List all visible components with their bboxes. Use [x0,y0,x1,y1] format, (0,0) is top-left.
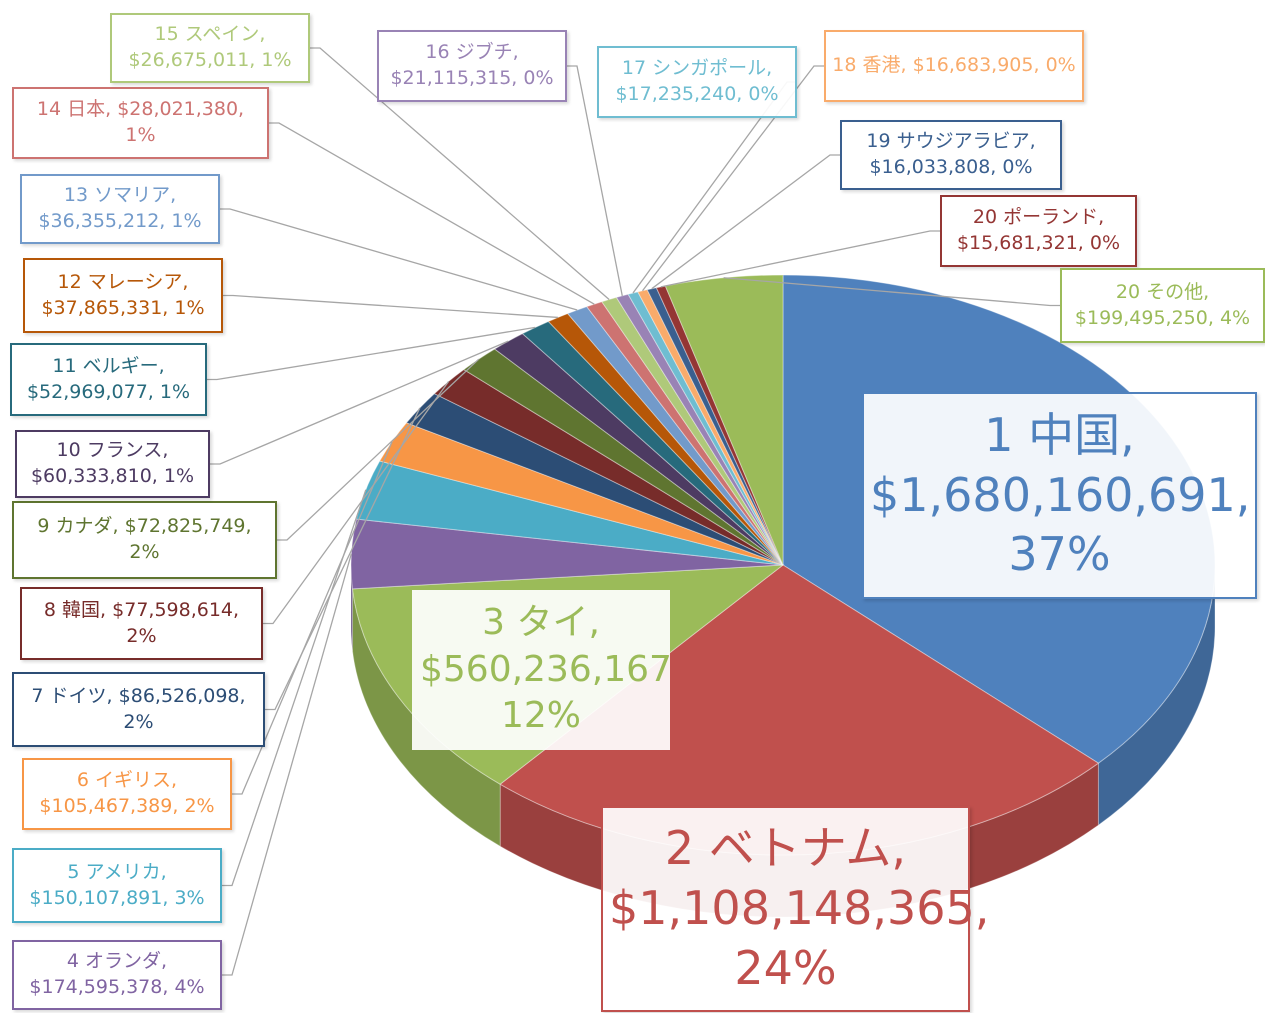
data-label: 8 韓国, $77,598,614, 2% [20,587,263,660]
categories: 12 マレーシア, [58,271,189,293]
value-labels: $72,825,749, [125,515,252,537]
data-label: 11 ベルギー, $52,969,077, 1% [10,343,207,416]
categories: 6 イギリス, [77,769,177,791]
value-labels: $36,355,212, [38,210,165,232]
categories: 14 日本, [37,98,111,120]
categories: 9 カナダ, [37,515,118,537]
percent-labels: 2% [126,625,156,647]
percent-labels: 1% [171,210,201,232]
categories: 18 香港, [832,54,906,76]
data-label: 7 ドイツ, $86,526,098, 2% [12,672,265,747]
data-label: 6 イギリス, $105,467,389, 2% [22,758,232,830]
value-labels: $15,681,321, [957,232,1084,254]
value-labels: $150,107,891, [29,887,168,909]
percent-labels: 4% [1220,307,1250,329]
value-labels: $560,236,167 [420,649,672,690]
data-label: 20 ポーランド, $15,681,321, 0% [940,195,1137,267]
categories: 4 オランダ, [67,950,167,972]
value-labels: $28,021,380, [117,98,244,120]
categories: 10 フランス, [57,439,169,461]
value-labels: $16,683,905, [913,54,1040,76]
percent-labels: 2% [123,711,153,733]
percent-labels: 2% [184,795,214,817]
page: (() => { const data = JSON.parse(documen… [0,0,1265,1013]
value-labels: $37,865,331, [41,297,168,319]
value-labels: $1,680,160,691, [870,468,1250,522]
data-label: 17 シンガポール, $17,235,240, 0% [597,46,797,118]
percent-labels: 0% [523,67,553,89]
percent-labels: 0% [1046,54,1076,76]
value-labels: $86,526,098, [119,685,246,707]
value-labels: $60,333,810, [31,465,158,487]
data-label: 10 フランス, $60,333,810, 1% [15,430,210,498]
value-labels: $26,675,011, [128,49,255,71]
value-labels: $16,033,808, [869,156,996,178]
value-labels: $52,969,077, [27,381,154,403]
value-labels: $21,115,315, [390,67,517,89]
categories: 19 サウジアラビア, [866,130,1035,152]
data-label: 1 中国, $1,680,160,691, 37% [862,392,1257,599]
leader-line [269,123,594,304]
data-label: 9 カナダ, $72,825,749, 2% [12,501,277,579]
categories: 20 その他, [1116,281,1209,303]
percent-labels: 0% [1002,156,1032,178]
categories: 5 アメリカ, [67,861,166,883]
data-label: 2 ベトナム, $1,108,148,365, 24% [601,806,970,1012]
leader-line [223,296,558,318]
percent-labels: 2% [129,541,159,563]
data-label: 3 タイ, $560,236,167 12% [412,590,670,750]
percent-labels: 4% [174,976,204,998]
value-labels: $77,598,614, [112,599,239,621]
data-label: 12 マレーシア, $37,865,331, 1% [23,258,223,333]
categories: 8 韓国, [44,599,106,621]
value-labels: $1,108,148,365, [609,881,989,935]
percent-labels: 1% [174,297,204,319]
percent-labels: 1% [261,49,291,71]
categories: 20 ポーランド, [973,206,1104,228]
percent-labels: 1% [160,381,190,403]
leader-line [220,209,577,310]
data-label: 18 香港, $16,683,905, 0% [824,30,1084,102]
categories: 13 ソマリア, [64,184,176,206]
percent-labels: 1% [164,465,194,487]
value-labels: $199,495,250, [1075,307,1214,329]
categories: 1 中国, [984,408,1135,462]
categories: 7 ドイツ, [31,685,112,707]
data-label: 19 サウジアラビア, $16,033,808, 0% [840,120,1062,190]
percent-labels: 37% [1008,527,1110,581]
categories: 11 ベルギー, [52,355,164,377]
percent-labels: 3% [174,887,204,909]
value-labels: $17,235,240, [615,83,742,105]
data-label: 20 その他, $199,495,250, 4% [1060,268,1265,343]
data-label: 15 スペイン, $26,675,011, 1% [110,13,310,83]
categories: 3 タイ, [482,602,600,643]
categories: 15 スペイン, [155,23,266,45]
percent-labels: 0% [1090,232,1120,254]
categories: 16 ジブチ, [425,41,518,63]
percent-labels: 12% [501,695,581,736]
data-label: 14 日本, $28,021,380, 1% [12,87,269,159]
percent-labels: 24% [734,941,836,995]
data-label: 13 ソマリア, $36,355,212, 1% [20,174,220,244]
data-label: 5 アメリカ, $150,107,891, 3% [12,848,222,923]
value-labels: $174,595,378, [29,976,168,998]
percent-labels: 1% [125,124,155,146]
categories: 2 ベトナム, [665,821,906,875]
value-labels: $105,467,389, [39,795,178,817]
categories: 17 シンガポール, [622,57,772,79]
data-label: 4 オランダ, $174,595,378, 4% [12,940,222,1010]
data-label: 16 ジブチ, $21,115,315, 0% [377,30,567,102]
percent-labels: 0% [748,83,778,105]
